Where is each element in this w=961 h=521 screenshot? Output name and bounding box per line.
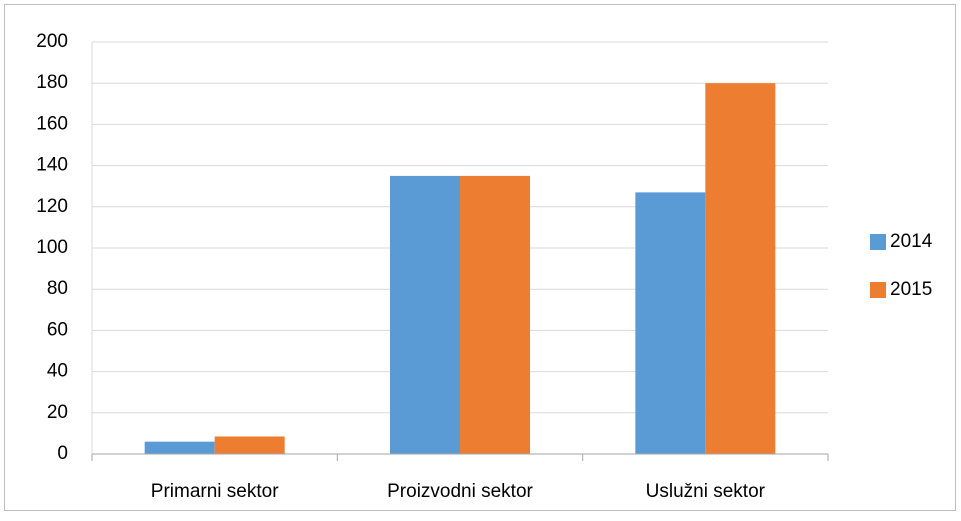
y-tick-label: 60	[47, 319, 68, 340]
legend-label: 2014	[890, 231, 933, 252]
bar	[214, 436, 285, 454]
y-tick-label: 0	[57, 443, 68, 464]
y-tick-label: 160	[36, 113, 68, 134]
y-tick-label: 100	[36, 237, 68, 258]
y-tick-label: 140	[36, 155, 68, 176]
legend-label: 2015	[890, 279, 932, 300]
bar	[390, 175, 460, 454]
x-tick-label: Uslužni sektor	[646, 481, 766, 502]
legend-swatch	[870, 234, 886, 250]
y-tick-label: 20	[47, 402, 68, 423]
x-tick-label: Primarni sektor	[151, 481, 279, 502]
y-tick-label: 180	[36, 72, 68, 93]
legend-swatch	[870, 282, 886, 298]
bar	[705, 83, 776, 454]
bar	[144, 441, 215, 454]
y-tick-label: 80	[47, 278, 68, 299]
bar	[635, 192, 706, 454]
bar	[460, 175, 530, 454]
y-tick-label: 40	[47, 361, 68, 382]
x-tick-label: Proizvodni sektor	[387, 481, 533, 502]
y-tick-label: 120	[36, 196, 68, 217]
y-tick-label: 200	[36, 31, 68, 52]
